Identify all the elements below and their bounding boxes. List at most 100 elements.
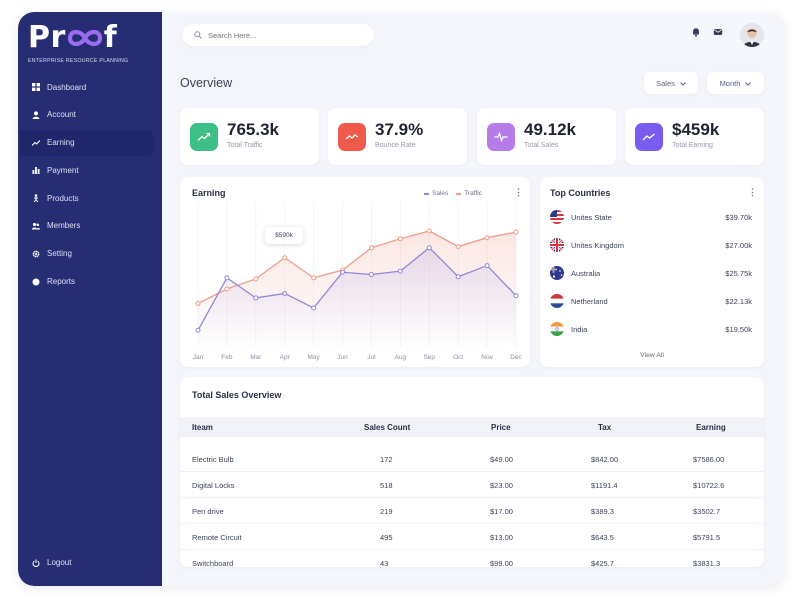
data-point-traffic[interactable] [253,276,259,282]
app-window: Pr f ENTERPRISE RESOURCE PLANNING Dashbo… [18,12,784,586]
sidebar-item-label: Payment [47,165,79,175]
x-tick-label: Jun [337,354,348,361]
cell-earning: $10722.6 [693,481,725,490]
data-point-traffic[interactable] [484,235,490,241]
trend-icon [32,139,40,147]
data-point-traffic[interactable] [368,245,374,251]
brand-infinity-icon [66,20,104,56]
data-point-traffic[interactable] [455,244,461,250]
country-row[interactable]: Netherland $22.13k [550,294,752,308]
data-point-sales[interactable] [195,327,201,333]
data-point-traffic[interactable] [426,228,432,234]
brand-logo[interactable]: Pr f ENTERPRISE RESOURCE PLANNING [28,20,156,66]
sidebar-item-reports[interactable]: Reports [18,269,162,295]
country-name: India [571,324,588,334]
column-header-earning[interactable]: Earning [696,423,726,432]
data-point-sales[interactable] [455,274,461,280]
more-options-icon[interactable]: ⋮ [514,187,523,197]
sales-filter-dropdown[interactable]: Sales [644,72,698,94]
earning-chart-panel: Earning Sales Traffic ⋮ Jan Feb Mar Apr May J… [180,177,530,367]
sidebar-item-label: Members [47,221,81,231]
chevron-down-icon [745,79,752,88]
data-point-sales[interactable] [340,269,346,275]
data-point-sales[interactable] [368,272,374,277]
country-name: Unites Kingdom [571,240,624,250]
avatar[interactable] [740,23,764,47]
data-point-traffic[interactable] [397,236,403,242]
legend-label-sales: Sales [432,190,449,197]
row-divider [180,471,764,472]
pulse-icon [487,123,515,151]
cell-tax: $389.3 [591,507,614,516]
sidebar-item-products[interactable]: Products [18,185,162,211]
country-row[interactable]: Unites Kingdom $27.00k [550,238,752,252]
chart-legend: Sales Traffic [424,190,482,197]
notification-icon[interactable] [690,26,702,38]
more-options-icon[interactable]: ⋮ [748,187,757,197]
sidebar-item-dashboard[interactable]: Dashboard [18,74,162,100]
sidebar-item-label: Reports [47,277,76,287]
stat-card-earning: $459k Total Earning [625,108,764,165]
data-point-traffic[interactable] [311,275,317,281]
australia-flag-icon [550,266,564,280]
country-value: $22.13k [725,296,752,306]
country-row[interactable]: India $19.50k [550,322,752,336]
stat-value: 49.12k [524,120,576,139]
data-point-sales[interactable] [513,293,519,299]
cell-tax: $425.7 [591,559,614,568]
data-point-traffic[interactable] [195,301,201,306]
earning-title: Earning [192,188,226,198]
data-point-sales[interactable] [397,268,403,274]
data-point-traffic[interactable] [513,229,519,235]
cell-item: Electric Bulb [192,455,234,464]
trend-icon [635,123,663,151]
column-header-item[interactable]: Iteam [192,423,213,432]
legend-swatch-traffic [456,192,462,195]
view-all-link[interactable]: View All [640,352,664,359]
gear-icon [32,250,40,258]
data-point-sales[interactable] [311,305,317,311]
cell-sales-count: 518 [380,481,393,490]
country-value: $25.75k [725,268,752,278]
sidebar-item-members[interactable]: Members [18,213,162,239]
x-tick-label: Apr [280,354,291,361]
period-filter-dropdown[interactable]: Month [707,72,764,94]
sales-overview-title: Total Sales Overview [192,390,282,400]
logout-button[interactable]: Logout [32,558,71,567]
sidebar-item-payment[interactable]: Payment [18,157,162,183]
data-point-sales[interactable] [282,290,288,296]
country-row[interactable]: Unites State $39.70k [550,210,752,224]
search-box [182,24,374,46]
data-point-traffic[interactable] [224,286,230,292]
cell-price: $23.00 [490,481,513,490]
data-point-sales[interactable] [253,295,259,301]
sidebar-item-label: Dashboard [47,82,87,92]
sidebar-item-account[interactable]: Account [18,102,162,128]
data-point-sales[interactable] [484,263,490,269]
country-name: Unites State [571,212,612,222]
column-header-sales-count[interactable]: Sales Count [364,423,411,432]
search-input[interactable] [208,30,358,40]
x-tick-label: Oct [453,354,463,361]
x-tick-label: Jan [193,354,204,361]
column-header-tax[interactable]: Tax [598,423,612,432]
x-tick-label: Sep [423,354,435,361]
sidebar-item-label: Setting [47,249,72,259]
data-point-sales[interactable] [426,245,432,251]
netherlands-flag-icon [550,294,564,308]
stat-label: Total Traffic [227,142,263,149]
column-header-price[interactable]: Price [491,423,511,432]
trend-up-icon [190,123,218,151]
india-flag-icon [550,322,564,336]
legend-label-traffic: Traffic [464,190,482,197]
data-point-traffic[interactable] [282,255,288,261]
trend-icon [338,123,366,151]
row-divider [180,497,764,498]
sidebar-item-earning[interactable]: Earning [20,129,154,156]
data-point-sales[interactable] [224,275,230,281]
message-icon[interactable] [712,26,724,38]
series-line-traffic [197,230,517,305]
country-row[interactable]: Australia $25.75k [550,266,752,280]
cell-price: $49.00 [490,455,513,464]
sidebar-item-setting[interactable]: Setting [18,241,162,267]
